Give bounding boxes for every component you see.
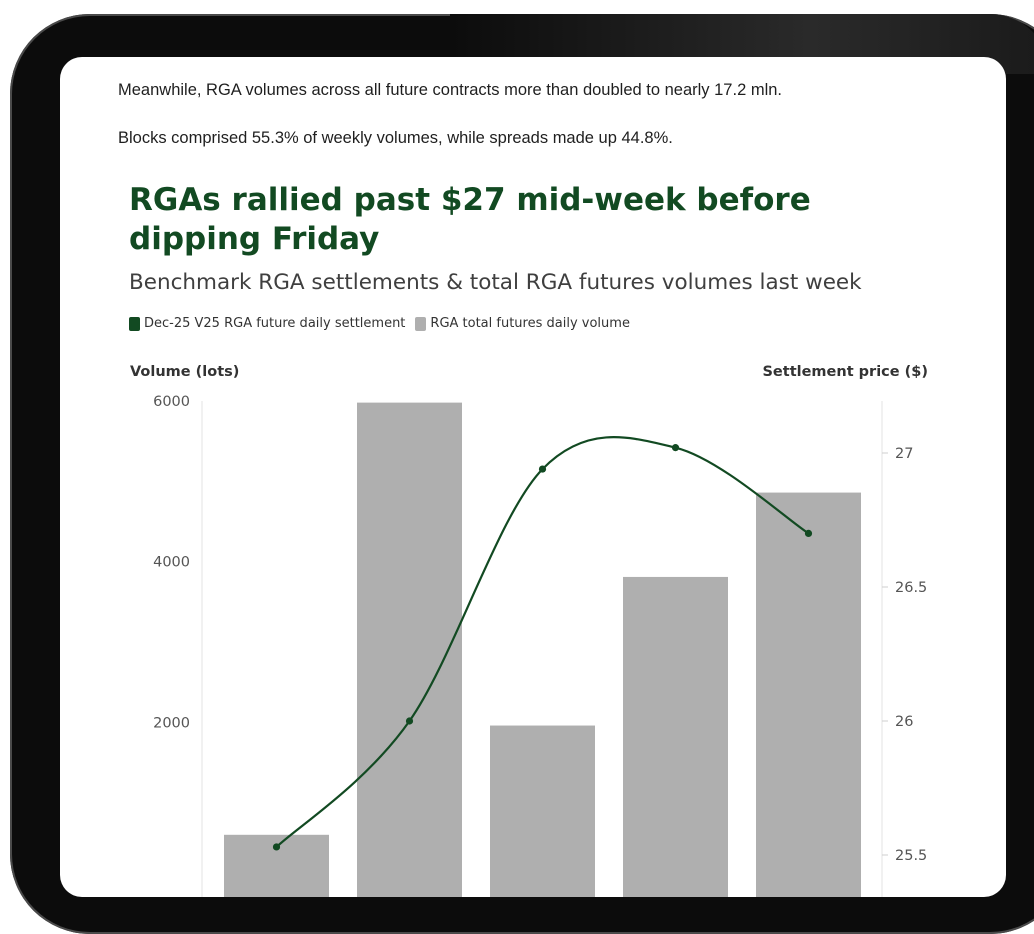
chart-title: RGAs rallied past $27 mid-week before di… xyxy=(129,182,811,257)
legend-swatch-volume xyxy=(415,316,427,331)
volume-bar xyxy=(490,725,595,897)
article-paragraph: Blocks comprised 55.3% of weekly volumes… xyxy=(118,129,673,147)
settlement-line xyxy=(275,436,810,848)
tablet-screen: Meanwhile, RGA volumes across all future… xyxy=(60,57,1006,897)
article-paragraph: Meanwhile, RGA volumes across all future… xyxy=(118,81,782,99)
left-axis-tick-label: 2000 xyxy=(153,715,190,731)
settlement-point xyxy=(804,529,813,537)
right-axis-tick-label: 27 xyxy=(895,446,913,462)
right-axis-tick-label: 26 xyxy=(895,714,913,730)
volume-bar xyxy=(623,576,728,897)
settlement-point xyxy=(538,465,547,473)
legend-label: Dec-25 V25 RGA future daily settlement xyxy=(144,316,406,331)
legend-item-volume[interactable]: RGA total futures daily volume xyxy=(415,316,630,331)
settlement-point xyxy=(272,843,281,851)
right-axis-tick-label: 26.5 xyxy=(895,580,927,596)
settlement-point xyxy=(671,444,680,452)
combo-chart: 6000 4000 2000 27 26.5 26 25.5 xyxy=(153,394,927,897)
legend-label: RGA total futures daily volume xyxy=(430,316,630,331)
legend-swatch-settlement xyxy=(129,316,140,331)
left-axis-tick-label: 6000 xyxy=(153,394,190,410)
volume-bar xyxy=(357,402,462,897)
legend-item-settlement[interactable]: Dec-25 V25 RGA future daily settlement xyxy=(129,316,405,331)
right-axis-title: Settlement price ($) xyxy=(762,364,928,380)
volume-bar xyxy=(756,492,861,897)
left-axis-title: Volume (lots) xyxy=(130,364,240,380)
settlement-point xyxy=(405,717,414,725)
left-axis-tick-label: 4000 xyxy=(153,555,190,571)
chart-subtitle: Benchmark RGA settlements & total RGA fu… xyxy=(129,270,862,295)
right-axis-tick-label: 25.5 xyxy=(895,848,927,864)
chart-legend: Dec-25 V25 RGA future daily settlement R… xyxy=(129,316,640,331)
